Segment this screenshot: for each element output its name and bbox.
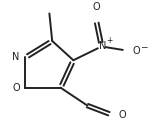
Text: O: O [92, 2, 100, 12]
Text: O: O [133, 46, 140, 56]
Text: −: − [140, 42, 148, 51]
Text: N: N [99, 41, 107, 52]
Text: +: + [106, 36, 112, 46]
Text: O: O [119, 110, 126, 120]
Text: N: N [12, 52, 20, 62]
Text: O: O [12, 83, 20, 93]
